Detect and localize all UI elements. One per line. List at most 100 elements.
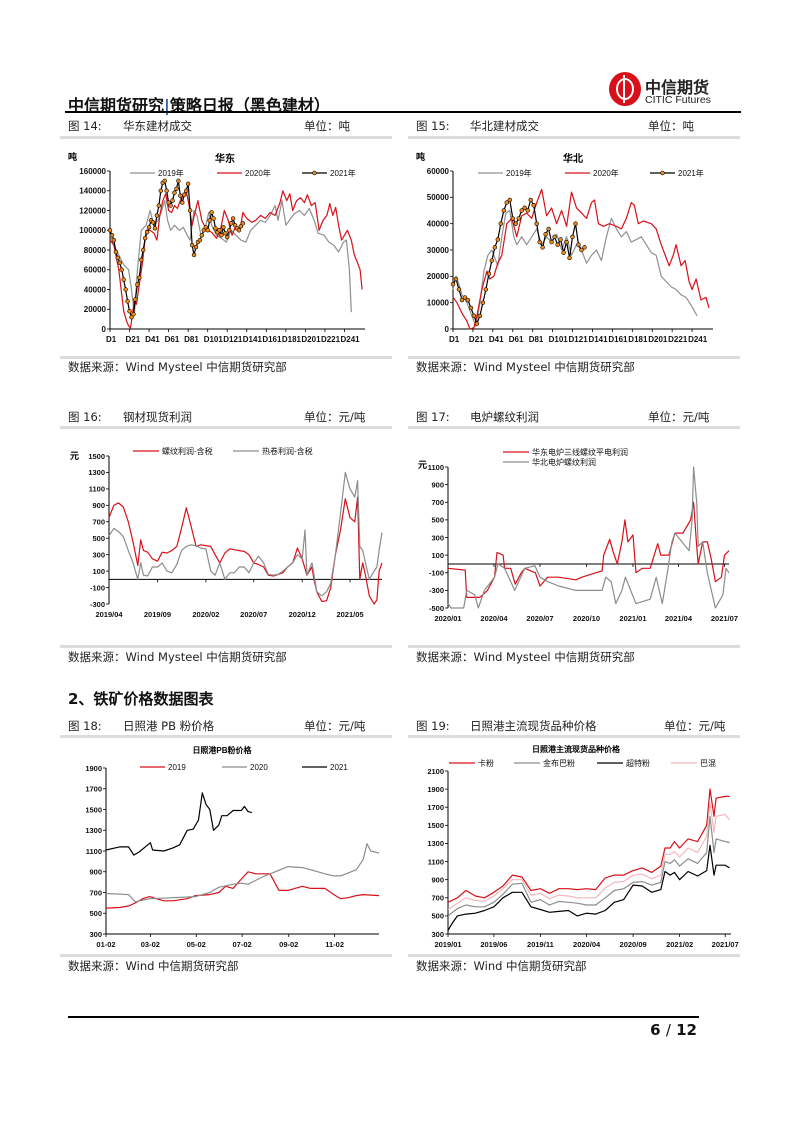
data-point (226, 228, 232, 233)
data-point (510, 216, 515, 221)
x-tick-label: D121 (223, 335, 243, 344)
x-tick-label: D81 (529, 335, 544, 344)
data-point (236, 228, 242, 233)
data-point (131, 311, 136, 317)
data-point (528, 197, 533, 203)
data-point (119, 267, 124, 272)
data-point (525, 208, 530, 213)
legend-label: 热卷利润-含税 (262, 446, 313, 456)
x-tick-label: D181 (282, 335, 302, 344)
chart-17: -500 -300 -100 100 300 500 700 900 1100 2020/01 20… (418, 447, 738, 623)
data-point (146, 225, 152, 230)
y-tick-label: 1500 (427, 821, 444, 830)
divider (60, 645, 392, 648)
x-tick-label: 2019/01 (434, 940, 461, 949)
figure-title: 华北建材成交 (470, 119, 539, 133)
y-tick-label: 120000 (79, 206, 106, 215)
data-point (579, 247, 584, 253)
data-point (182, 192, 187, 197)
y-tick-label: 900 (92, 501, 105, 510)
data-point (534, 221, 539, 226)
x-tick-label: 2020/07 (526, 614, 553, 623)
y-tick-label: 100 (92, 567, 105, 576)
x-tick-label: D61 (165, 335, 180, 344)
data-point (486, 271, 492, 276)
title-report: 策略日报（黑色建材） (169, 96, 330, 115)
y-tick-label: 1100 (86, 847, 102, 856)
data-point (225, 234, 230, 240)
data-point (564, 239, 569, 245)
y-tick-label: 300 (431, 930, 444, 939)
data-point (480, 300, 486, 305)
legend-label: 2021 (330, 763, 348, 772)
divider (408, 136, 740, 139)
y-tick-label: 1100 (428, 463, 444, 472)
x-tick-label: 07-02 (233, 940, 252, 949)
y-tick-label: 500 (92, 534, 105, 543)
y-tick-label: 500 (431, 516, 444, 525)
data-point (468, 305, 474, 311)
figure-number: 图 17: (416, 410, 450, 424)
data-point (115, 255, 121, 261)
y-tick-label: 60000 (427, 167, 450, 176)
figure-number: 图 16: (68, 410, 102, 424)
figure-title: 日照港 PB 粉价格 (123, 719, 215, 733)
data-point (121, 277, 126, 282)
data-point (576, 242, 581, 247)
data-point (189, 242, 195, 248)
y-tick-label: 10000 (427, 298, 450, 307)
series-line-1 (447, 788, 730, 903)
divider (60, 735, 392, 738)
y-tick-label: 700 (431, 498, 444, 507)
y-tick-label: 40000 (84, 285, 107, 294)
y-axis-label: 元 (418, 460, 427, 470)
data-point (139, 257, 144, 263)
y-tick-label: 0 (102, 325, 107, 334)
x-tick-label: D221 (321, 335, 341, 344)
x-tick-label: 2019/11 (527, 940, 554, 949)
x-tick-label: D241 (688, 335, 708, 344)
data-point (111, 237, 117, 243)
data-point (219, 232, 224, 238)
data-point (154, 213, 160, 218)
data-point (135, 282, 140, 287)
data-point (209, 210, 214, 215)
y-tick-label: 300 (431, 533, 444, 542)
data-point (213, 226, 218, 231)
x-tick-label: D21 (469, 335, 484, 344)
data-point (516, 216, 521, 221)
legend-label: 超特粉 (626, 758, 650, 768)
y-tick-label: 300 (89, 930, 102, 939)
data-point (178, 193, 183, 198)
x-tick-label: D161 (608, 335, 628, 344)
y-tick-label: 500 (89, 909, 102, 918)
y-tick-label: -500 (429, 604, 444, 613)
data-point (211, 216, 216, 221)
y-axis-label: 元 (70, 451, 79, 461)
citic-logo-icon (609, 72, 641, 106)
data-point (184, 188, 189, 193)
x-tick-label: 2019/09 (144, 610, 171, 619)
legend-label: 金布巴粉 (543, 758, 575, 768)
chart-title: 华北 (563, 152, 583, 165)
data-point (495, 237, 501, 242)
x-tick-label: D41 (489, 335, 504, 344)
x-tick-label: 09-02 (279, 940, 298, 949)
data-point (144, 230, 150, 235)
legend-label: 2020年 (245, 168, 271, 178)
data-point (152, 226, 158, 231)
x-tick-label: D41 (145, 335, 160, 344)
chart-18: 300 500 700 900 1100 1300 1500 1700 1900 01-02 03-… (85, 745, 380, 949)
y-tick-label: 160000 (79, 167, 106, 176)
page-number: 6 / 12 (650, 1021, 697, 1039)
y-tick-label: 30000 (427, 246, 450, 255)
data-point (180, 200, 185, 205)
figure-unit: 单位：吨 (304, 119, 350, 133)
figure-unit: 单位：元/吨 (304, 719, 366, 733)
series-line-1 (452, 209, 698, 327)
data-point (238, 224, 244, 229)
data-point (573, 221, 578, 226)
data-point (203, 225, 208, 230)
x-tick-label: D21 (126, 335, 141, 344)
y-tick-label: 80000 (84, 246, 107, 255)
